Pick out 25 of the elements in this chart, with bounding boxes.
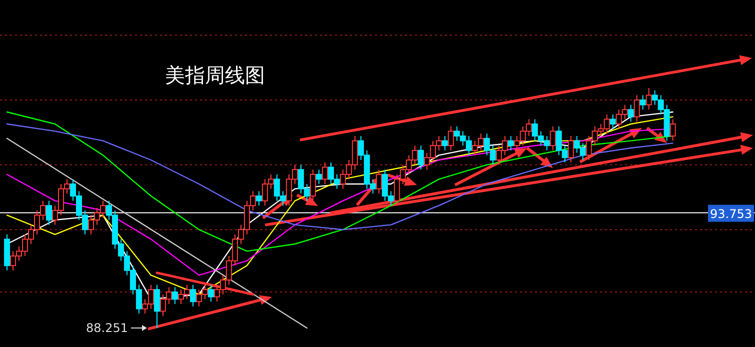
candlestick <box>442 136 448 151</box>
candlestick <box>634 94 640 122</box>
candlestick <box>376 169 382 194</box>
candlestick <box>670 118 676 142</box>
candlestick <box>550 126 556 151</box>
candlestick <box>628 104 634 122</box>
candlestick <box>610 114 616 130</box>
candlestick <box>640 94 646 110</box>
candlestick <box>448 126 454 151</box>
candlestick <box>310 169 316 202</box>
candlestick <box>256 190 262 206</box>
text: 93.753 <box>710 206 752 221</box>
annotation: 88.251 <box>86 321 128 335</box>
candlestick <box>568 136 574 163</box>
candlestick <box>172 286 178 304</box>
candlestick <box>190 284 196 307</box>
candlestick <box>322 162 328 184</box>
candlestick <box>316 169 322 184</box>
candlestick <box>418 145 424 170</box>
candlestick <box>46 200 52 226</box>
candlestick <box>646 88 652 110</box>
candlestick <box>208 284 214 302</box>
chart-title: 美指周线图 <box>165 63 265 87</box>
candlestick <box>508 136 514 151</box>
candlestick <box>154 284 160 328</box>
